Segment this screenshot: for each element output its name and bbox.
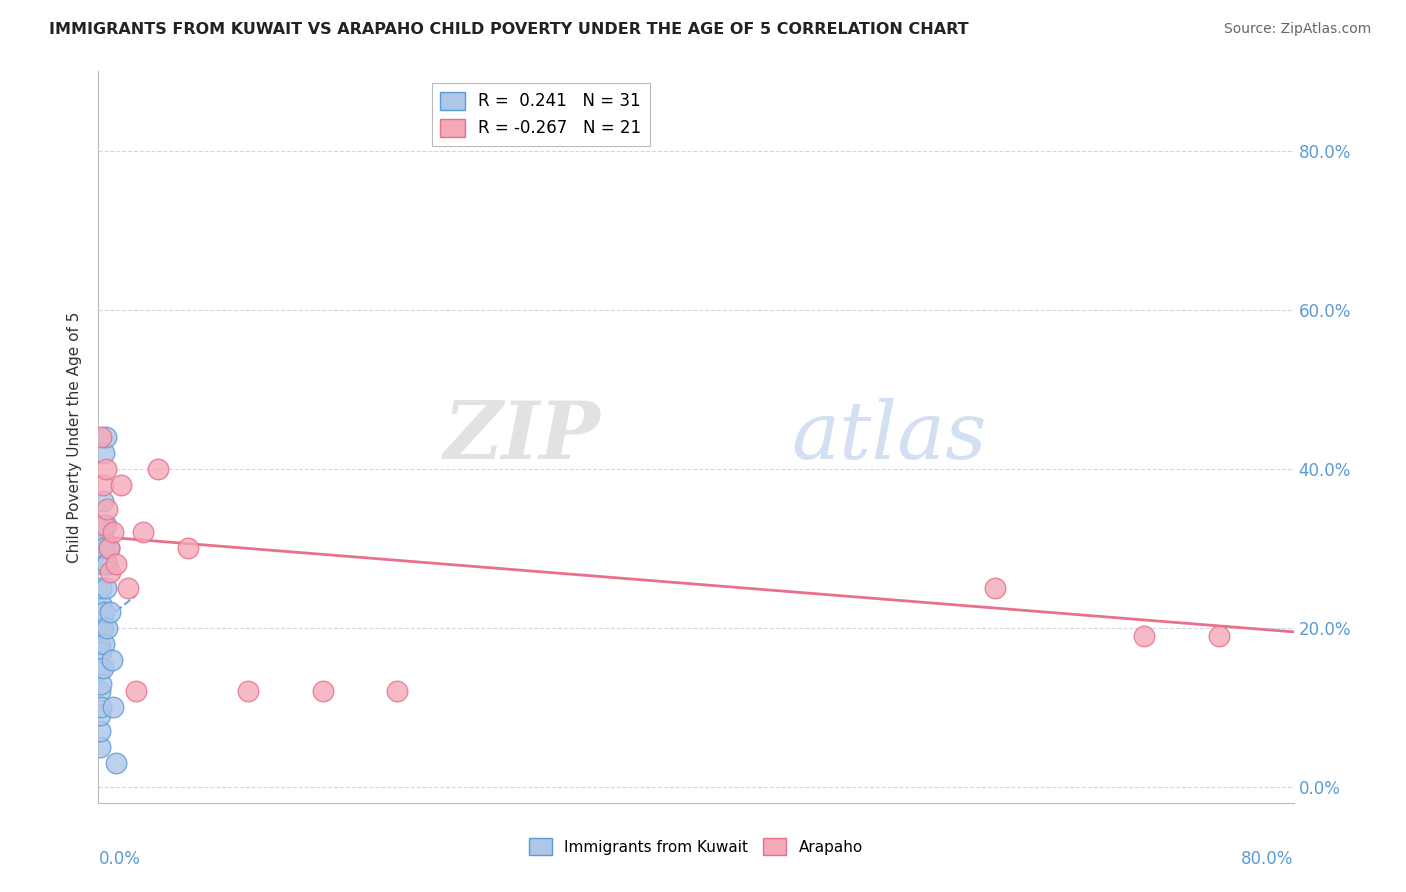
Point bbox=[1208, 629, 1230, 643]
Point bbox=[110, 477, 132, 491]
Point bbox=[177, 541, 200, 556]
Point bbox=[105, 558, 128, 572]
Point bbox=[1133, 629, 1156, 643]
Point bbox=[93, 517, 115, 532]
Point bbox=[984, 581, 1007, 595]
Point bbox=[93, 541, 115, 556]
Point bbox=[101, 653, 124, 667]
Point bbox=[117, 581, 139, 595]
Point bbox=[132, 525, 155, 540]
Point bbox=[91, 558, 114, 572]
Point bbox=[97, 541, 120, 556]
Point bbox=[89, 708, 111, 723]
Point bbox=[94, 581, 117, 595]
Point bbox=[90, 430, 112, 444]
Point bbox=[90, 645, 112, 659]
Point bbox=[94, 462, 117, 476]
Point bbox=[91, 660, 114, 674]
Text: IMMIGRANTS FROM KUWAIT VS ARAPAHO CHILD POVERTY UNDER THE AGE OF 5 CORRELATION C: IMMIGRANTS FROM KUWAIT VS ARAPAHO CHILD … bbox=[49, 22, 969, 37]
Point bbox=[90, 676, 112, 690]
Point bbox=[89, 684, 111, 698]
Point bbox=[93, 446, 115, 460]
Point bbox=[91, 525, 114, 540]
Point bbox=[94, 430, 117, 444]
Point bbox=[236, 684, 259, 698]
Point bbox=[90, 621, 112, 635]
Point bbox=[93, 605, 115, 619]
Point bbox=[311, 684, 333, 698]
Point bbox=[91, 493, 114, 508]
Point bbox=[125, 684, 148, 698]
Point bbox=[96, 621, 118, 635]
Point bbox=[103, 700, 125, 714]
Point bbox=[105, 756, 128, 770]
Legend: Immigrants from Kuwait, Arapaho: Immigrants from Kuwait, Arapaho bbox=[523, 832, 869, 861]
Point bbox=[91, 477, 114, 491]
Point bbox=[148, 462, 170, 476]
Point bbox=[98, 566, 122, 580]
Point bbox=[96, 501, 118, 516]
Point bbox=[89, 660, 111, 674]
Text: 0.0%: 0.0% bbox=[98, 850, 141, 868]
Point bbox=[90, 581, 112, 595]
Text: 80.0%: 80.0% bbox=[1241, 850, 1294, 868]
Point bbox=[97, 541, 120, 556]
Point bbox=[89, 740, 111, 755]
Point bbox=[89, 724, 111, 739]
Point bbox=[103, 525, 125, 540]
Point bbox=[89, 637, 111, 651]
Point bbox=[96, 558, 118, 572]
Point bbox=[91, 621, 114, 635]
Point bbox=[98, 605, 122, 619]
Y-axis label: Child Poverty Under the Age of 5: Child Poverty Under the Age of 5 bbox=[67, 311, 83, 563]
Point bbox=[93, 637, 115, 651]
Point bbox=[385, 684, 409, 698]
Text: Source: ZipAtlas.com: Source: ZipAtlas.com bbox=[1223, 22, 1371, 37]
Point bbox=[90, 597, 112, 611]
Point bbox=[90, 700, 112, 714]
Text: ZIP: ZIP bbox=[443, 399, 600, 475]
Text: atlas: atlas bbox=[792, 399, 987, 475]
Point bbox=[94, 517, 117, 532]
